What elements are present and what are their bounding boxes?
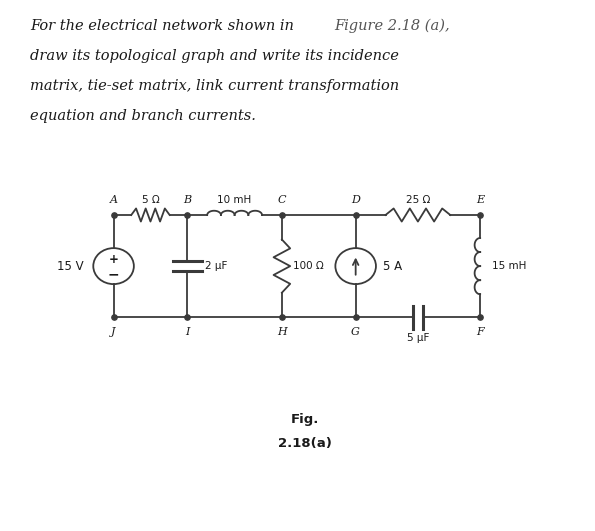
Text: Figure 2.18 (a),: Figure 2.18 (a), — [334, 19, 450, 33]
Text: D: D — [351, 195, 360, 205]
Text: equation and branch currents.: equation and branch currents. — [30, 109, 256, 123]
Text: +: + — [109, 253, 118, 267]
Text: J: J — [111, 327, 116, 337]
Text: draw its topological graph and write its incidence: draw its topological graph and write its… — [30, 49, 399, 63]
Text: 5 A: 5 A — [383, 260, 402, 272]
Text: 2 μF: 2 μF — [205, 261, 227, 271]
Text: F: F — [476, 327, 484, 337]
Text: 25 Ω: 25 Ω — [406, 195, 430, 205]
Text: 10 mH: 10 mH — [218, 195, 252, 205]
Text: C: C — [278, 195, 286, 205]
Text: 15 mH: 15 mH — [491, 261, 526, 271]
Text: −: − — [108, 267, 120, 281]
Text: For the electrical network shown in: For the electrical network shown in — [30, 19, 298, 32]
Text: I: I — [185, 327, 190, 337]
Text: For the electrical network shown in Figure 2.18 (a),: For the electrical network shown in Figu… — [30, 19, 414, 33]
Text: 5 Ω: 5 Ω — [142, 195, 159, 205]
Text: 5 μF: 5 μF — [407, 333, 429, 342]
Text: G: G — [351, 327, 360, 337]
Text: Fig.: Fig. — [291, 413, 319, 425]
Text: 100 Ω: 100 Ω — [293, 261, 324, 271]
Text: H: H — [277, 327, 287, 337]
Text: matrix, tie-set matrix, link current transformation: matrix, tie-set matrix, link current tra… — [30, 79, 399, 93]
Text: B: B — [183, 195, 192, 205]
Text: E: E — [476, 195, 484, 205]
Text: A: A — [109, 195, 118, 205]
Text: 2.18(a): 2.18(a) — [278, 437, 332, 450]
Text: 15 V: 15 V — [57, 260, 83, 272]
